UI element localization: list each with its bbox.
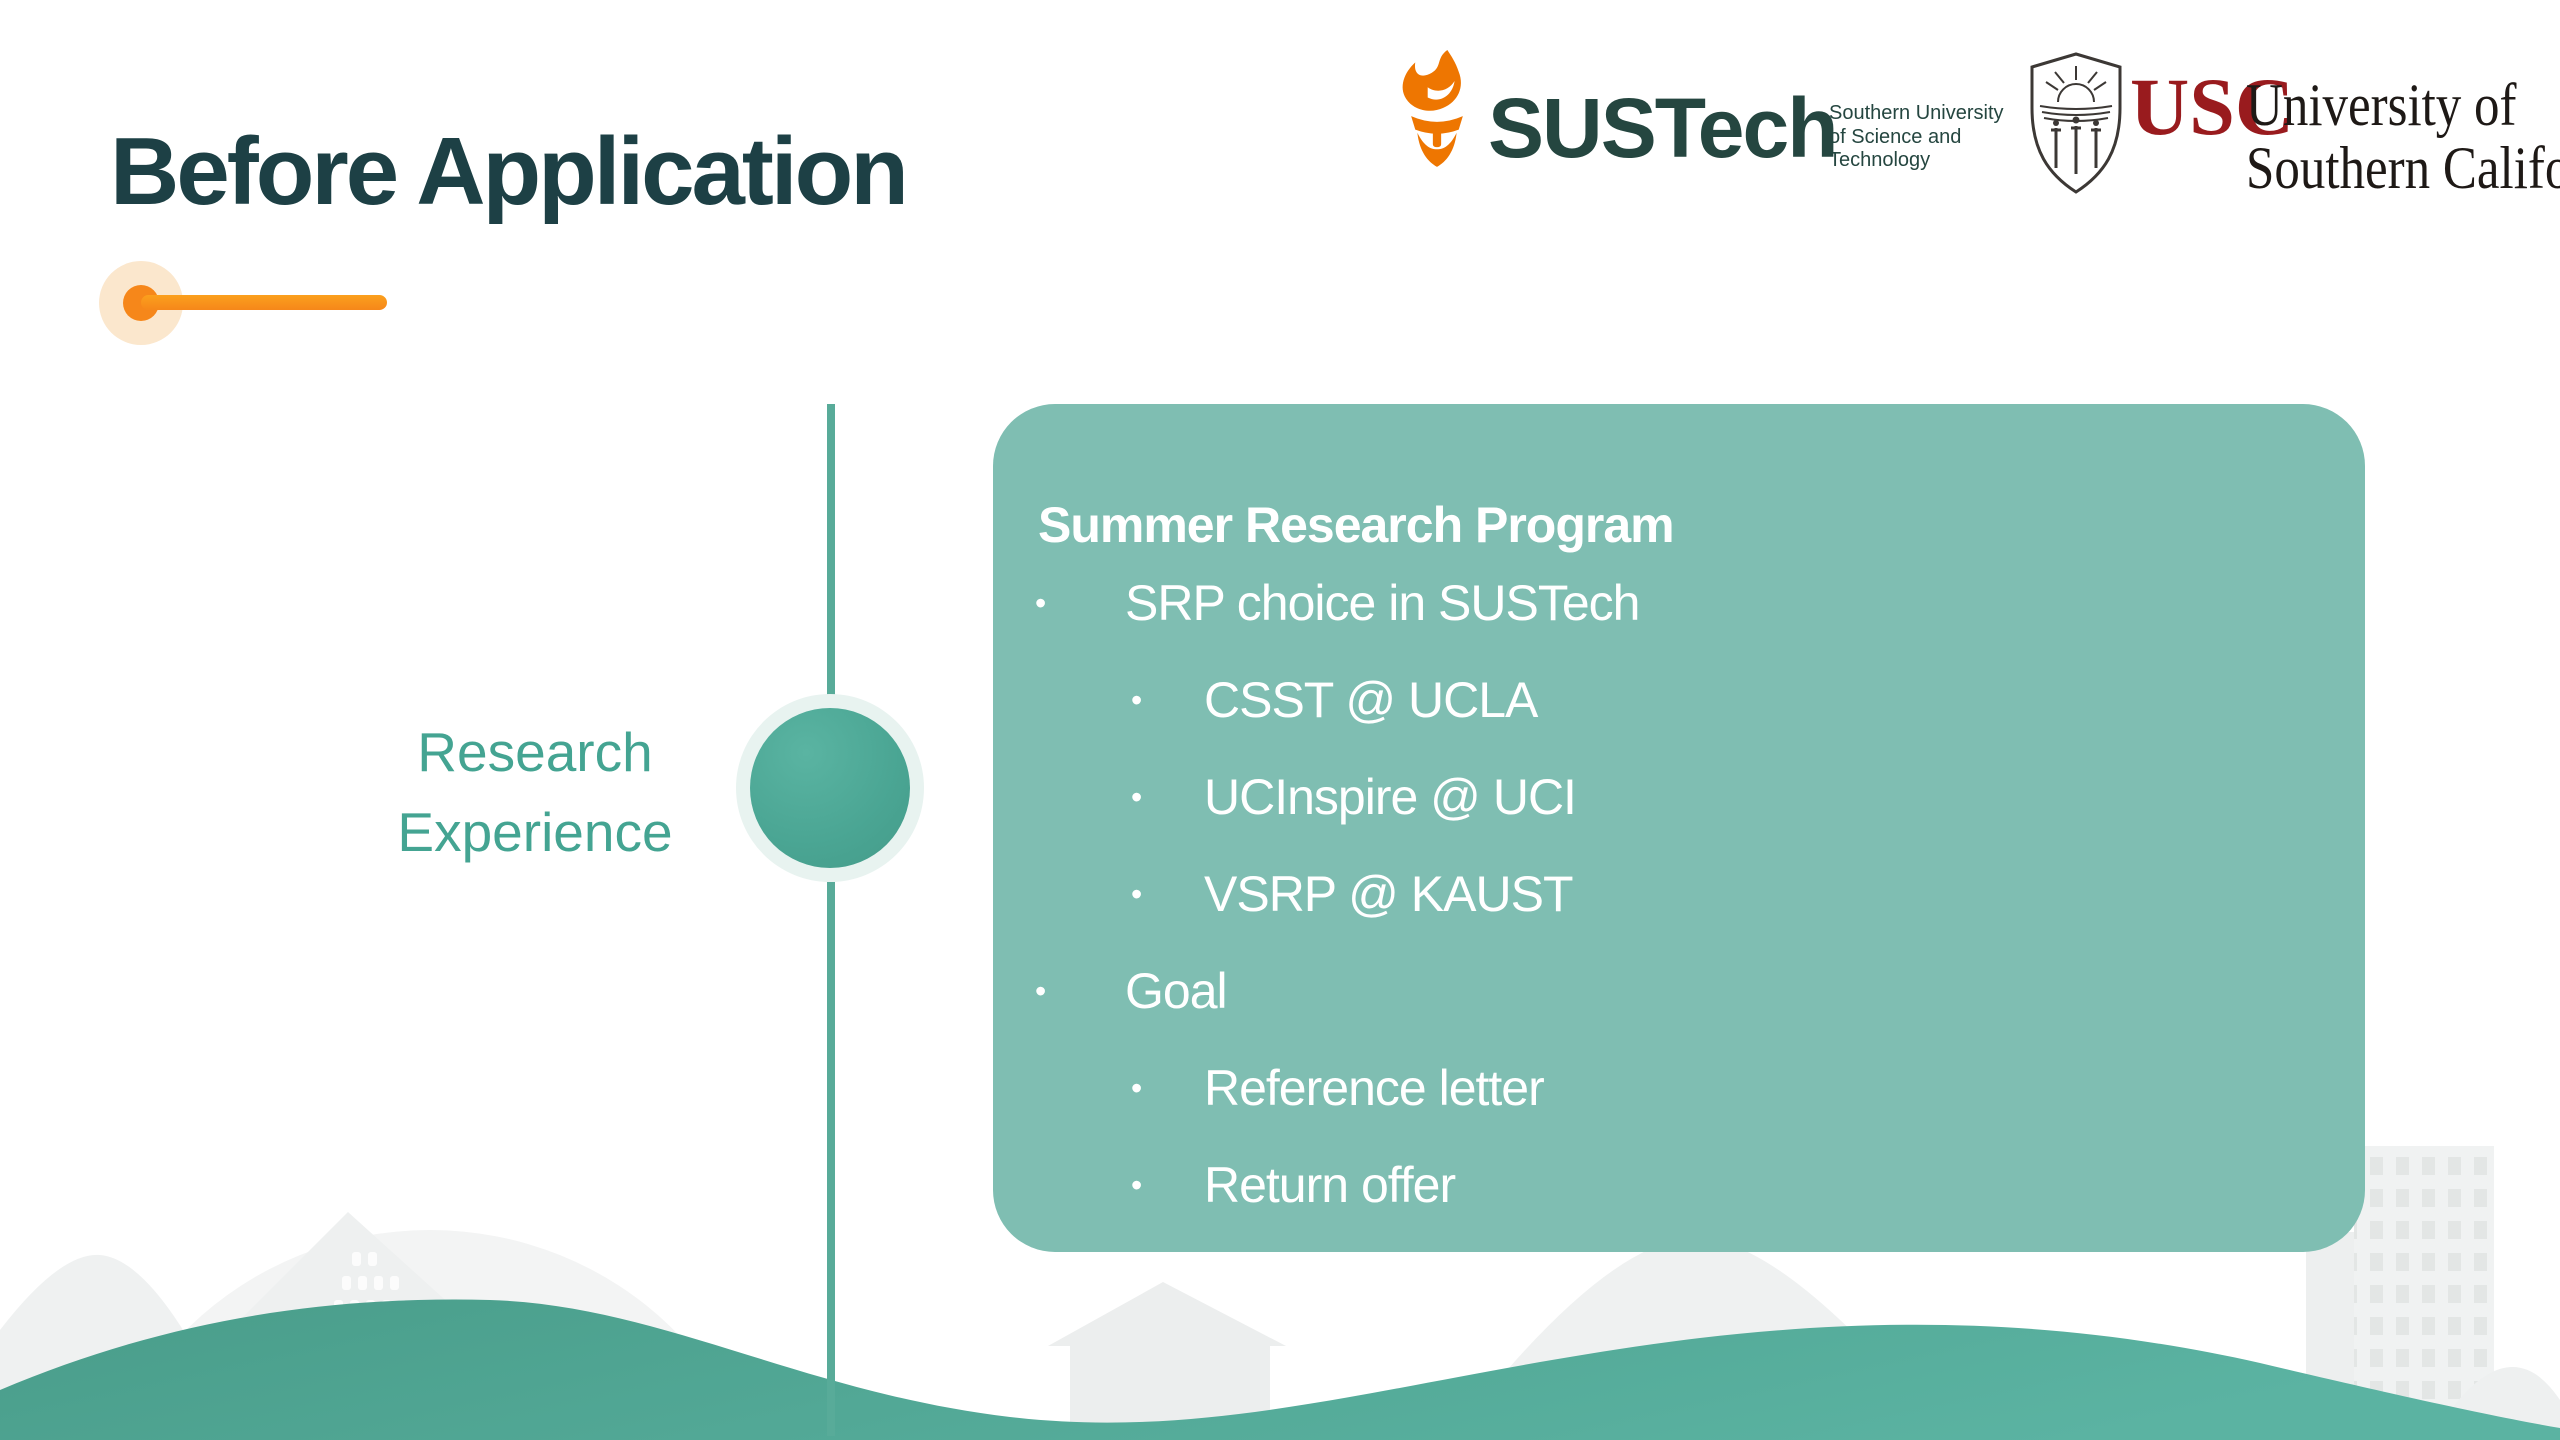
bullet-item: • CSST @ UCLA xyxy=(993,651,2345,748)
bullet-item: • Reference letter xyxy=(993,1039,2345,1136)
accent-underline xyxy=(141,295,387,310)
bullet-marker: • xyxy=(1131,875,1142,912)
bullet-item: • Return offer xyxy=(993,1136,2345,1233)
usc-name: University of Southern California xyxy=(2246,74,2560,200)
card-bullet-list: • SRP choice in SUSTech • CSST @ UCLA • … xyxy=(993,554,2345,1233)
bullet-item: • Goal xyxy=(993,942,2345,1039)
bullet-marker: • xyxy=(1035,584,1046,621)
bullet-text: Goal xyxy=(1125,962,1228,1019)
usc-name-line: University of xyxy=(2246,72,2517,138)
bullet-marker: • xyxy=(1131,1166,1142,1203)
footer-wave xyxy=(0,1299,2560,1440)
sustech-tagline-line: of Science and xyxy=(1829,125,1962,148)
page-title: Before Application xyxy=(110,118,909,225)
bullet-marker: • xyxy=(1131,778,1142,815)
timeline-label-line1: Research xyxy=(417,721,653,783)
card-heading: Summer Research Program xyxy=(1038,497,1675,553)
usc-name-line: Southern California xyxy=(2246,135,2560,201)
usc-shield-icon xyxy=(2030,52,2122,194)
bullet-item: • SRP choice in SUSTech xyxy=(993,554,2345,651)
timeline-line xyxy=(827,404,835,1436)
content-card: Summer Research Program • SRP choice in … xyxy=(993,404,2365,1252)
bullet-item: • VSRP @ KAUST xyxy=(993,845,2345,942)
sustech-torch-icon xyxy=(1402,50,1463,167)
sustech-tagline-line: Technology xyxy=(1829,149,1931,171)
bullet-text: Return offer xyxy=(1204,1156,1456,1213)
usc-acronym: USC xyxy=(2130,61,2295,152)
bullet-text: UCInspire @ UCI xyxy=(1204,768,1577,825)
bullet-item: • UCInspire @ UCI xyxy=(993,748,2345,845)
logo-row: SUSTech Southern University of Science a… xyxy=(0,0,2560,220)
timeline-node xyxy=(750,708,910,868)
bullet-marker: • xyxy=(1131,681,1142,718)
timeline-label-line2: Experience xyxy=(397,801,673,863)
bullet-marker: • xyxy=(1131,1069,1142,1106)
bullet-marker: • xyxy=(1035,972,1046,1009)
bullet-text: SRP choice in SUSTech xyxy=(1125,574,1640,631)
timeline-label: Research Experience xyxy=(335,712,735,872)
bullet-text: Reference letter xyxy=(1204,1059,1545,1116)
sustech-wordmark: SUSTech xyxy=(1488,81,1839,175)
bullet-text: VSRP @ KAUST xyxy=(1204,865,1573,922)
sustech-tagline-line: Southern University xyxy=(1829,102,2004,124)
bullet-text: CSST @ UCLA xyxy=(1204,671,1538,728)
sustech-tagline: Southern University of Science and Techn… xyxy=(1829,102,2004,173)
